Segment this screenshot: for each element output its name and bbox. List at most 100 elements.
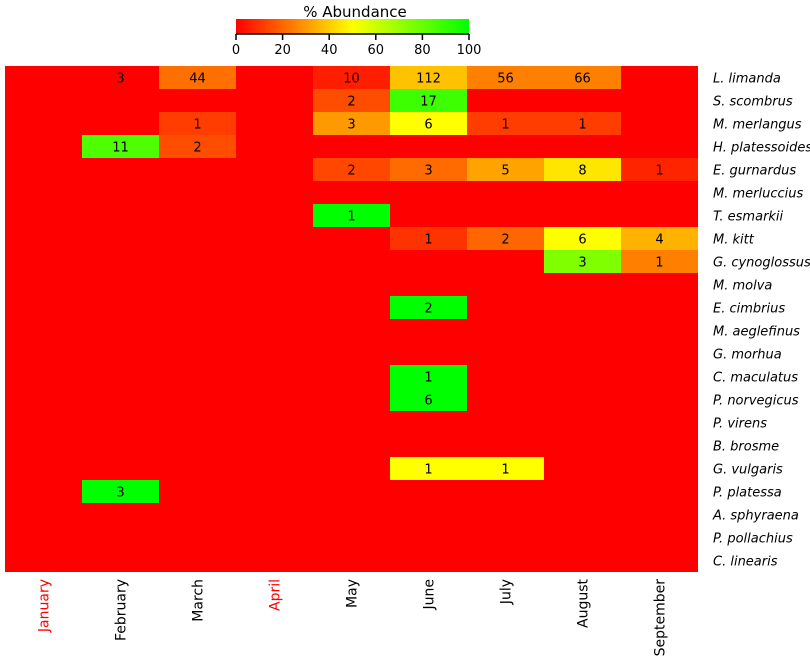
heatmap-cell <box>390 388 467 411</box>
heatmap-cell <box>313 204 390 227</box>
heatmap-cell <box>390 89 467 112</box>
heatmap-cell <box>159 135 236 158</box>
cell-label: 56 <box>497 72 514 87</box>
cell-label: 1 <box>501 118 509 133</box>
heatmap-cell <box>159 66 236 89</box>
colorbar-tick-label: 20 <box>274 43 291 58</box>
species-label: M. aeglefinus <box>713 325 800 340</box>
species-label: H. platessoides <box>713 141 810 156</box>
cell-label: 3 <box>578 256 586 271</box>
species-label: C. linearis <box>713 555 778 570</box>
heatmap-cell <box>390 66 467 89</box>
cell-label: 3 <box>347 118 355 133</box>
cell-label: 2 <box>501 233 509 248</box>
cell-label: 1 <box>578 118 586 133</box>
heatmap-cell <box>390 296 467 319</box>
heatmap-cell <box>544 158 621 181</box>
heatmap-cell <box>82 480 159 503</box>
month-labels: January February March April May June July Augu… <box>37 578 669 656</box>
cell-label: 1 <box>655 256 663 271</box>
cell-label: 1 <box>347 210 355 225</box>
heatmap-cell <box>313 66 390 89</box>
heatmap-cell <box>544 250 621 273</box>
cell-label: 3 <box>116 486 124 501</box>
cell-label: 1 <box>424 463 432 478</box>
cell-label: 1 <box>424 371 432 386</box>
heatmap-cell <box>544 66 621 89</box>
species-label: G. cynoglossus <box>713 256 810 271</box>
colorbar-tick-label: 0 <box>232 43 240 58</box>
month-label: September <box>653 579 669 657</box>
cell-label: 1 <box>193 118 201 133</box>
cell-label: 6 <box>578 233 586 248</box>
heatmap-cell <box>544 112 621 135</box>
heatmap-cell <box>467 227 544 250</box>
cell-label: 44 <box>189 72 206 87</box>
species-label: M. kitt <box>713 233 755 248</box>
species-label: M. merluccius <box>713 187 803 202</box>
colorbar-tick-label: 40 <box>321 43 338 58</box>
month-label: February <box>114 579 130 641</box>
heatmap-cell <box>621 250 698 273</box>
cell-label: 1 <box>501 463 509 478</box>
species-label: S. scombrus <box>713 95 793 110</box>
cell-label: 112 <box>416 72 441 87</box>
species-label: A. sphyraena <box>712 509 799 524</box>
chart-title: % Abundance <box>303 3 407 21</box>
heatmap-cell <box>390 365 467 388</box>
species-label: P. pollachius <box>713 532 793 547</box>
species-label: M. molva <box>713 279 772 294</box>
heatmap-cell <box>621 158 698 181</box>
species-label: G. morhua <box>713 348 782 363</box>
species-label: G. vulgaris <box>713 463 783 478</box>
cell-label: 2 <box>424 302 432 317</box>
heatmap-cell <box>82 66 159 89</box>
colorbar-tick-label: 100 <box>457 43 482 58</box>
species-label: C. maculatus <box>713 371 798 386</box>
heatmap-cell <box>467 66 544 89</box>
heatmap-cell <box>467 112 544 135</box>
heatmap-cell <box>390 112 467 135</box>
species-label: P. platessa <box>713 486 782 501</box>
species-label: P. norvegicus <box>713 394 799 409</box>
cell-label: 3 <box>116 72 124 87</box>
cell-label: 2 <box>347 95 355 110</box>
colorbar-tick-label: 60 <box>368 43 385 58</box>
heatmap-cell <box>82 135 159 158</box>
colorbar <box>236 19 469 34</box>
cell-label: 11 <box>112 141 129 156</box>
species-label: P. virens <box>713 417 767 432</box>
cell-label: 4 <box>655 233 663 248</box>
month-label: June <box>422 579 438 611</box>
month-label: March <box>191 579 207 622</box>
species-label: M. merlangus <box>713 118 802 133</box>
heatmap-cell <box>313 158 390 181</box>
heatmap-cell <box>313 89 390 112</box>
colorbar-tick-label: 80 <box>414 43 431 58</box>
heatmap-cell <box>390 158 467 181</box>
cell-label: 6 <box>424 118 432 133</box>
species-label: E. cimbrius <box>713 302 785 317</box>
species-label: T. esmarkii <box>713 210 784 225</box>
month-label: July <box>499 579 515 605</box>
species-label: L. limanda <box>713 72 781 87</box>
cell-label: 6 <box>424 394 432 409</box>
cell-label: 2 <box>347 164 355 179</box>
cell-label: 2 <box>193 141 201 156</box>
cell-label: 66 <box>574 72 591 87</box>
heatmap-cell <box>544 227 621 250</box>
cell-label: 1 <box>424 233 432 248</box>
colorbar-ticks: 0 20 40 60 80 100 <box>232 33 482 58</box>
heatmap-cell <box>390 227 467 250</box>
heatmap-cell <box>467 158 544 181</box>
cell-label: 3 <box>424 164 432 179</box>
heatmap-cell <box>159 112 236 135</box>
cell-label: 17 <box>420 95 437 110</box>
month-label: May <box>345 579 361 608</box>
heatmap-cell <box>313 112 390 135</box>
month-label: April <box>268 579 284 611</box>
cell-label: 1 <box>655 164 663 179</box>
heatmap-cell <box>467 457 544 480</box>
